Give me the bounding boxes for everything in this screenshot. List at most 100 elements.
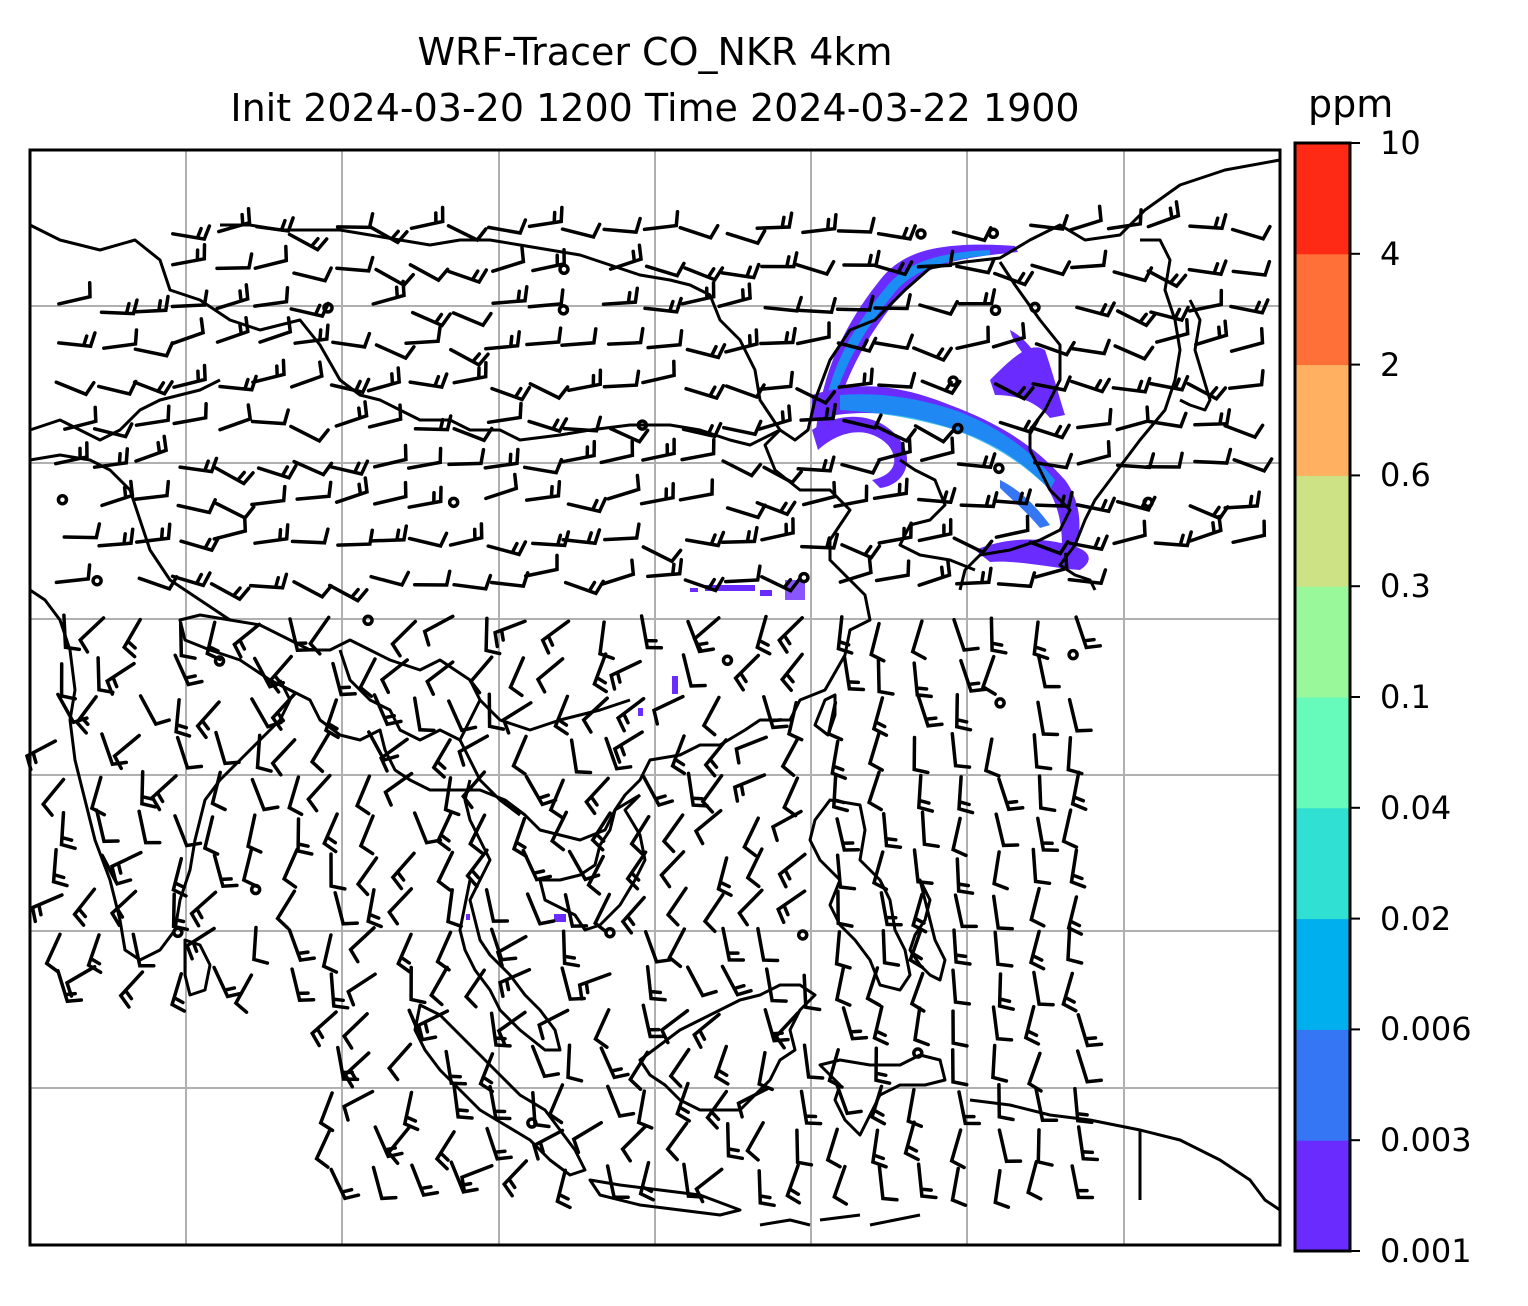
wind-barb (369, 570, 411, 588)
wind-barb (636, 1089, 654, 1130)
wind-barb (997, 777, 1025, 812)
plume-loop (812, 416, 908, 488)
wind-barb (287, 775, 304, 817)
wind-barb (478, 1052, 495, 1094)
wind-barb (1034, 552, 1069, 579)
wind-barb (217, 206, 252, 234)
wind-barb-calm (557, 304, 570, 316)
wind-barb (289, 301, 330, 319)
wind-barb (606, 326, 645, 346)
wind-barb (684, 530, 726, 548)
wind-barb (495, 934, 528, 968)
wind-barb (425, 660, 455, 696)
wind-barb (527, 417, 569, 434)
wind-barb-calm (172, 926, 184, 939)
border-mongolia (220, 223, 782, 431)
wind-barb (525, 892, 556, 926)
wind-barb (379, 737, 409, 773)
colorbar-tick-label: 0.003 (1380, 1121, 1472, 1160)
wind-barb (170, 571, 212, 588)
wind-barb (341, 1012, 369, 1050)
wind-barb (795, 387, 837, 406)
colorbar-segment (1295, 475, 1350, 587)
wind-barb (132, 294, 170, 314)
wind-barb-calm (796, 929, 809, 941)
wind-barb (287, 928, 316, 963)
wind-barb (131, 932, 156, 968)
wind-barb (170, 972, 187, 1013)
wind-barb (950, 1166, 968, 1207)
wind-barb (994, 812, 1020, 848)
wind-barb (725, 229, 767, 246)
wind-barb (957, 288, 997, 306)
wind-barb (873, 293, 912, 311)
wind-barb (105, 661, 136, 696)
wind-barb (289, 360, 324, 389)
wind-barb (991, 321, 1026, 349)
wind-barb (832, 1164, 849, 1206)
border-southeast-asia (338, 649, 631, 742)
wind-barb (959, 658, 987, 693)
wind-barb (1068, 534, 1109, 552)
wind-barb (1037, 774, 1057, 813)
wind-barb (452, 360, 488, 385)
wind-barb (675, 1081, 691, 1123)
wind-barb (1186, 381, 1228, 402)
wind-barb (762, 465, 803, 485)
wind-barb (535, 657, 565, 694)
wind-barb (407, 485, 443, 509)
wind-barb (511, 734, 528, 776)
wind-barb (308, 615, 331, 656)
wind-barb (994, 514, 1030, 539)
wind-barb (386, 1125, 411, 1166)
wind-barb (736, 1087, 769, 1119)
wind-barb (996, 571, 1037, 589)
wind-barb (30, 893, 64, 924)
wind-barb (801, 480, 837, 507)
wind-barb (629, 814, 651, 856)
wind-barb (446, 888, 463, 929)
wind-barb (333, 891, 359, 926)
wind-barb (404, 325, 442, 346)
wind-barb (309, 1010, 338, 1048)
wind-barb (777, 852, 807, 889)
wind-barb (410, 310, 452, 328)
wind-barb (841, 1006, 869, 1041)
wind-barb (641, 437, 676, 462)
wind-barb (872, 1005, 889, 1046)
wind-barb (1070, 249, 1108, 270)
wind-barb (991, 1005, 1014, 1042)
map-title-line2: Init 2024-03-20 1200 Time 2024-03-22 190… (230, 86, 1080, 130)
wind-barb (723, 564, 762, 584)
wind-barb (682, 1162, 705, 1199)
wind-barb (446, 224, 488, 243)
wind-barb (680, 280, 716, 306)
wind-barb (659, 850, 686, 889)
wind-barb (74, 695, 98, 735)
wind-barb (86, 933, 103, 975)
wind-barb (881, 929, 901, 967)
wind-barb (733, 653, 761, 692)
wind-barb (732, 773, 767, 803)
wind-barb (1070, 338, 1111, 356)
wind-barb (457, 734, 490, 767)
wind-barb (644, 261, 686, 278)
wind-barb (592, 652, 608, 694)
wind-barb (912, 848, 934, 885)
coast-new-guinea (969, 1098, 1281, 1212)
plume-eastern-patch (990, 347, 1065, 418)
wind-barb (639, 614, 664, 650)
wind-barb (685, 965, 718, 998)
wind-barb (873, 333, 914, 351)
wind-barb (584, 776, 610, 816)
wind-barb (524, 480, 562, 502)
coast-sri-lanka (183, 938, 212, 997)
colorbar-segment (1295, 364, 1350, 476)
wind-barb (241, 847, 259, 888)
wind-barb-calm (1029, 301, 1041, 314)
wind-barb (872, 260, 914, 277)
coast-korea (958, 261, 1072, 591)
wind-barb (370, 524, 409, 543)
wind-barb (667, 927, 687, 969)
wind-barb (314, 1127, 332, 1169)
